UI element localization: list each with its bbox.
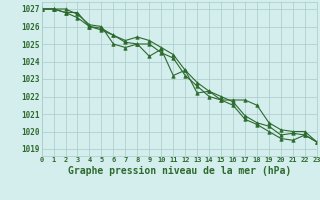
X-axis label: Graphe pression niveau de la mer (hPa): Graphe pression niveau de la mer (hPa)	[68, 166, 291, 176]
